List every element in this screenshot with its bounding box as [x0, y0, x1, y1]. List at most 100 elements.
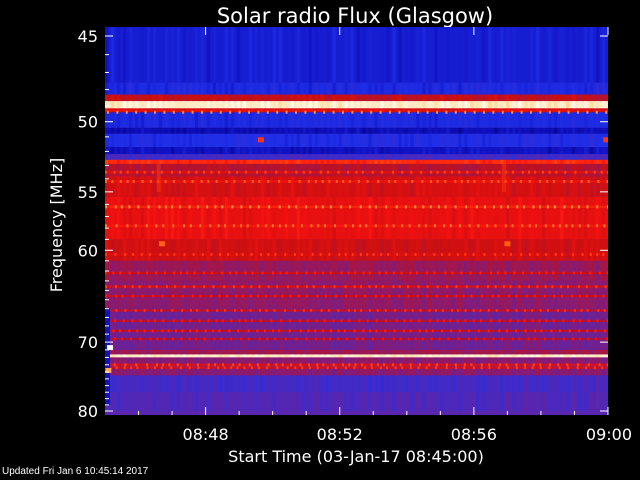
heatmap-cell	[242, 108, 247, 113]
interference-dot	[472, 366, 475, 370]
heatmap-cell	[116, 101, 121, 109]
heatmap-cell	[278, 260, 282, 281]
heatmap-cell	[434, 27, 438, 83]
heatmap-cell	[602, 308, 606, 350]
interference-dot	[433, 271, 436, 275]
heatmap-cell	[110, 196, 115, 240]
heatmap-cell	[284, 94, 288, 102]
heatmap-cell	[554, 308, 558, 350]
heatmap-cell	[122, 154, 127, 160]
heatmap-cell	[218, 196, 223, 240]
heatmap-cell	[272, 94, 276, 102]
heatmap-cell	[110, 354, 115, 358]
heatmap-cell	[158, 127, 163, 134]
interference-dot	[126, 224, 129, 228]
heatmap-cell	[128, 82, 133, 95]
heatmap-cell	[128, 239, 133, 261]
heatmap-cell	[470, 260, 474, 281]
heatmap-cell	[374, 354, 378, 358]
heatmap-cell	[404, 112, 408, 128]
heatmap-cell	[236, 101, 241, 109]
heatmap-cell	[314, 27, 318, 83]
heatmap-cell	[530, 154, 534, 160]
heatmap-cell	[422, 164, 426, 177]
heatmap-cell	[158, 239, 163, 261]
heatmap-cell	[272, 349, 276, 355]
heatmap-cell	[584, 196, 588, 240]
heatmap-cell	[482, 280, 486, 309]
heatmap-cell	[380, 82, 384, 95]
heatmap-cell	[302, 154, 306, 160]
interference-dot	[233, 179, 236, 183]
heatmap-cell	[308, 392, 312, 411]
interference-dot	[466, 170, 469, 174]
interference-dot	[381, 170, 384, 174]
interference-dot	[352, 224, 355, 228]
interference-dot	[362, 337, 365, 341]
heatmap-cell	[122, 308, 127, 350]
interference-dot	[500, 205, 503, 209]
heatmap-cell	[374, 164, 378, 177]
interference-dot	[328, 308, 331, 312]
interference-dot	[181, 308, 184, 312]
heatmap-cell	[296, 196, 300, 240]
heatmap-cell	[602, 27, 606, 83]
heatmap-cell	[242, 147, 247, 155]
heatmap-cell	[182, 27, 187, 83]
heatmap-cell	[488, 101, 492, 109]
interference-dot	[160, 366, 163, 370]
heatmap-cell	[566, 196, 570, 240]
heatmap-cell	[524, 164, 528, 177]
heatmap-cell	[590, 239, 594, 261]
heatmap-cell	[284, 164, 288, 177]
interference-dot	[216, 308, 219, 312]
interference-dot	[347, 271, 350, 275]
heatmap-cell	[110, 260, 115, 281]
heatmap-cell	[158, 357, 163, 376]
interference-dot	[172, 319, 175, 323]
y-tick-label: 55	[78, 183, 98, 202]
heatmap-cell	[110, 280, 115, 309]
heatmap-cell	[416, 154, 420, 160]
heatmap-cell	[386, 82, 390, 95]
heatmap-cell	[386, 101, 390, 109]
heatmap-cell	[500, 392, 504, 411]
interference-dot	[557, 363, 560, 367]
interference-dot	[236, 170, 239, 174]
heatmap-cell	[350, 159, 354, 165]
interference-dot	[351, 253, 354, 257]
interference-dot	[241, 294, 244, 298]
heatmap-cell	[200, 349, 205, 355]
hot-spot	[504, 241, 511, 247]
interference-dot	[391, 170, 394, 174]
heatmap-cell	[272, 164, 276, 177]
interference-dot	[385, 271, 388, 275]
heatmap-cell	[284, 112, 288, 128]
heatmap-cell	[530, 280, 534, 309]
heatmap-cell	[248, 159, 253, 165]
interference-dot	[191, 294, 194, 298]
heatmap-cell	[116, 154, 121, 160]
heatmap-cell	[410, 147, 414, 155]
heatmap-cell	[368, 260, 372, 281]
heatmap-cell	[182, 308, 187, 350]
heatmap-cell	[386, 196, 390, 240]
interference-dot	[328, 253, 331, 257]
heatmap-cell	[398, 357, 402, 376]
heatmap-cell	[458, 308, 462, 350]
interference-dot	[400, 271, 403, 275]
interference-dot	[179, 366, 182, 370]
heatmap-cell	[470, 159, 474, 165]
interference-dot	[451, 308, 454, 312]
interference-dot	[401, 170, 404, 174]
interference-dot	[564, 170, 567, 174]
interference-dot	[409, 363, 412, 367]
heatmap-cell	[116, 94, 121, 102]
interference-dot	[199, 224, 202, 228]
heatmap-cell	[458, 94, 462, 102]
heatmap-cell	[302, 127, 306, 134]
heatmap-cell	[590, 308, 594, 350]
heatmap-cell	[164, 164, 169, 177]
interference-dot	[116, 110, 119, 114]
heatmap-cell	[116, 349, 121, 355]
